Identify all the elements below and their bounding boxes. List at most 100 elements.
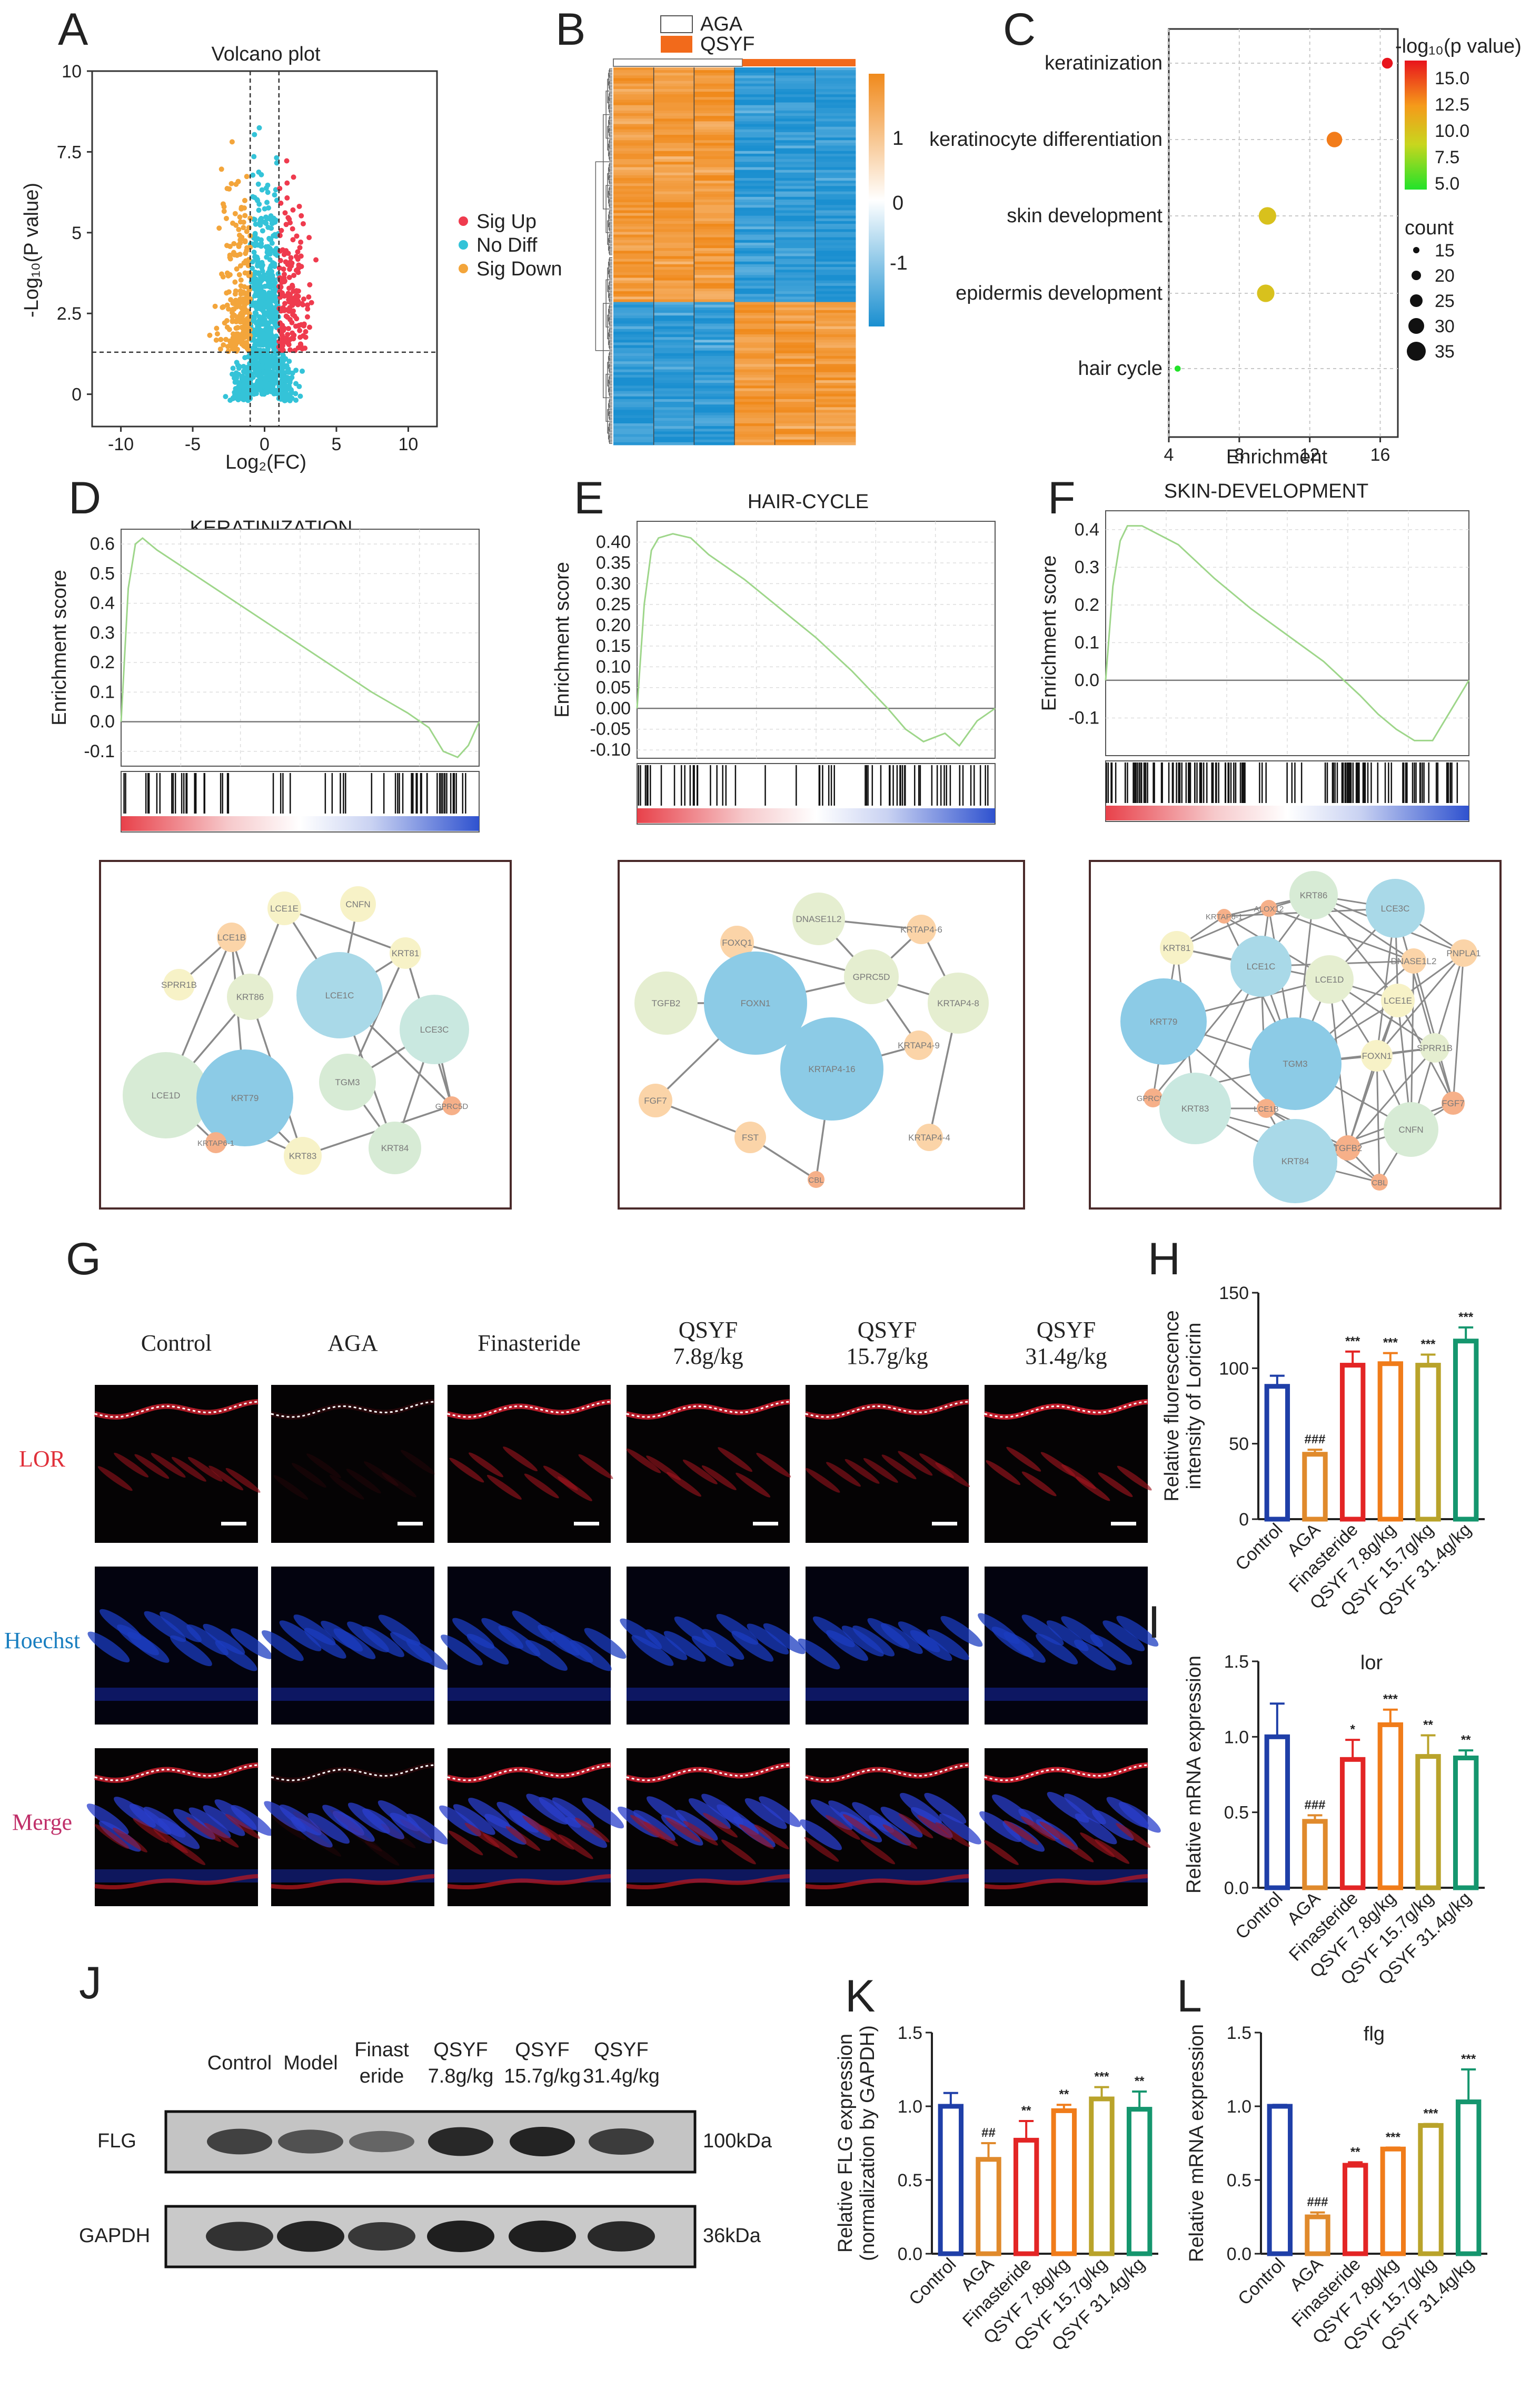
heatmap-cell	[774, 186, 816, 189]
volcano-point-nodiff	[255, 198, 261, 204]
volcano-point-up	[299, 213, 304, 219]
heatmap-cell	[613, 364, 654, 367]
y-tick-label: 2.5	[57, 304, 82, 324]
heatmap-cell	[774, 266, 816, 270]
merge-dermis-signal	[94, 1874, 259, 1890]
volcano-point-nodiff	[271, 335, 277, 341]
bubble-points	[1174, 57, 1393, 372]
follicle	[406, 1814, 449, 1845]
micro-column-label: Finasteride	[478, 1330, 581, 1356]
heatmap-cell	[815, 278, 856, 281]
dendrogram-branch	[607, 220, 612, 245]
heatmap-cell	[653, 399, 694, 402]
heatmap-cell	[653, 359, 694, 362]
heatmap-cell	[694, 253, 735, 256]
volcano-point-nodiff	[230, 395, 236, 401]
network-node-label: TGFB2	[652, 998, 681, 1008]
dendrogram-branch	[609, 329, 612, 336]
heatmap-cell	[694, 167, 735, 171]
lor-follicle-signal	[1059, 1837, 1094, 1862]
heatmap-cell	[774, 251, 816, 254]
y-tick-label: 0.0	[1227, 2244, 1251, 2264]
network-node-label: DNASE1L2	[1391, 956, 1437, 966]
micro-column-labels: Control AGA FinasterideQSYF7.8g/kgQSYF15.7…	[141, 1317, 1107, 1369]
heatmap-cell	[694, 81, 735, 84]
heatmap-cell	[694, 107, 735, 111]
network-node	[267, 891, 301, 925]
dendrogram-branch	[609, 141, 612, 147]
blot-lane-label: 31.4g/kg	[583, 2065, 660, 2087]
heatmap-cell	[734, 167, 776, 171]
bar	[1013, 2137, 1039, 2256]
network-node	[1120, 978, 1207, 1065]
heatmap-cell	[815, 431, 856, 435]
heatmap-cell	[774, 280, 816, 284]
volcano-point-up	[296, 262, 302, 268]
heatmap-cell	[815, 359, 856, 362]
heatmap-cell	[653, 383, 694, 386]
heatmap-cell	[734, 75, 776, 78]
follicle	[525, 1640, 568, 1671]
volcano-point-nodiff	[279, 373, 285, 379]
heatmap-cell	[815, 283, 856, 286]
heatmap-cell	[734, 391, 776, 394]
tile-background	[95, 1385, 258, 1543]
heatmap-cell	[815, 412, 856, 416]
heatmap-cell	[613, 224, 654, 227]
volcano-point-up	[292, 296, 298, 302]
significance-mark: ###	[1307, 2195, 1328, 2209]
bubble-term-label: keratinization	[1045, 52, 1163, 74]
heatmap-cell	[734, 315, 776, 319]
network-node	[319, 1054, 376, 1111]
volcano-point-nodiff	[274, 391, 280, 397]
volcano-point-up	[288, 255, 294, 261]
heatmap-cell	[613, 245, 654, 249]
lor-follicle-signal	[578, 1454, 613, 1479]
network-node-label: FOXN1	[1362, 1051, 1392, 1061]
lor-follicle-signal	[1020, 1816, 1056, 1841]
heatmap-cell	[815, 407, 856, 410]
heatmap-cell	[653, 143, 694, 146]
lor-follicle-signal	[400, 1819, 435, 1844]
follicle	[160, 1611, 202, 1642]
heatmap-cell	[734, 170, 776, 173]
lor-follicle-signal	[505, 1826, 541, 1851]
heatmap-cell	[734, 431, 776, 435]
bubble-point	[1258, 207, 1276, 225]
heatmap-cell	[815, 172, 856, 176]
volcano-point-up	[303, 329, 309, 334]
heatmap-cell	[734, 140, 776, 143]
bar-chart-title: flg	[1364, 2023, 1385, 2045]
volcano-point-nodiff	[256, 125, 262, 131]
heatmap-cell	[815, 170, 856, 173]
heatmap-cell	[774, 234, 816, 238]
follicle	[924, 1792, 967, 1824]
heatmap-cell	[734, 423, 776, 427]
volcano-point-down	[232, 279, 238, 285]
volcano-point-nodiff	[254, 326, 260, 332]
dendrogram-branch	[605, 185, 612, 233]
heatmap-cell	[815, 148, 856, 152]
hoechst-tile	[978, 1567, 1159, 1725]
dendrogram-branch	[609, 169, 612, 173]
dendrogram-branch	[609, 139, 612, 143]
band-gapdh	[206, 2222, 273, 2251]
heatmap-cell	[774, 313, 816, 316]
heatmap-cell	[815, 388, 856, 392]
network-node-label: KRTAP4-4	[908, 1133, 950, 1143]
dendrogram-branch	[609, 417, 612, 421]
follicle	[441, 1634, 483, 1666]
dendrogram-branch	[608, 238, 612, 251]
heatmap-cell	[694, 118, 735, 122]
heatmap-cell	[734, 264, 776, 267]
dendrogram-branch	[609, 164, 612, 171]
dendrogram-branch	[609, 246, 612, 254]
network-edge	[284, 907, 406, 954]
heatmap-cell	[815, 434, 856, 438]
follicle	[466, 1633, 509, 1665]
heatmap-cell	[734, 380, 776, 383]
heatmap-cell	[734, 366, 776, 370]
volcano-x-ticks: -10 -5 0 5 10	[108, 427, 418, 454]
